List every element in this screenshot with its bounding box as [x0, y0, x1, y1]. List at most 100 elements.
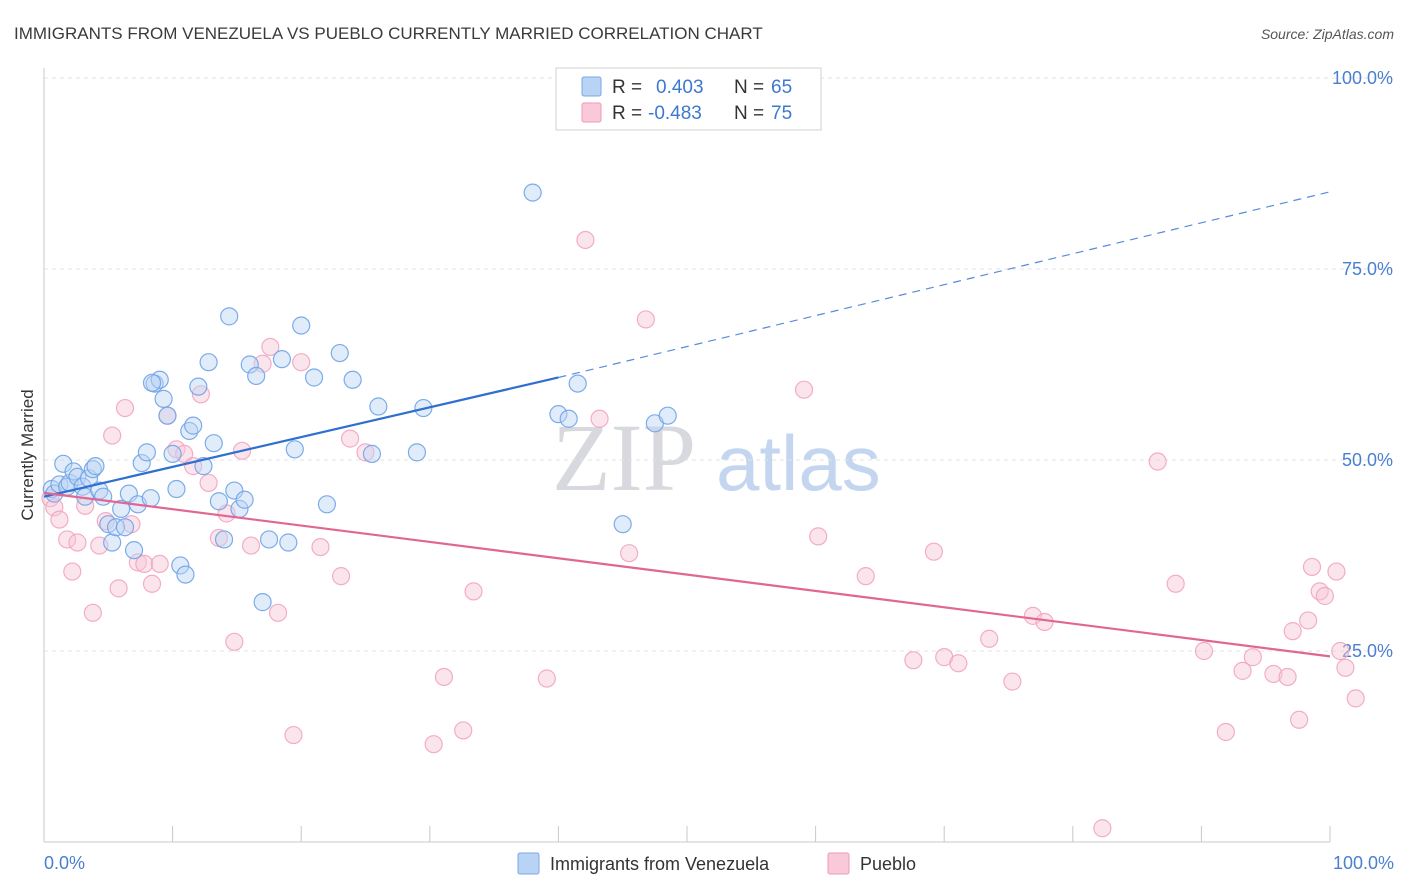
venezuela-point-51: [279, 533, 298, 552]
venezuela-point-18: [112, 499, 131, 518]
bottom-legend-label-venezuela: Immigrants from Venezuela: [550, 854, 770, 874]
pueblo-point-7: [83, 603, 102, 622]
venezuela-point-24: [137, 443, 156, 462]
venezuela-point-69: [142, 373, 162, 392]
pueblo-point-28: [241, 536, 261, 555]
venezuela-point-30: [163, 444, 182, 463]
trend-line-venezuela-extension: [558, 191, 1331, 379]
venezuela-point-49: [259, 530, 279, 549]
venezuela-point-65: [559, 409, 578, 428]
venezuela-point-46: [240, 355, 259, 374]
pueblo-point-2: [50, 510, 69, 529]
x-ticks: [172, 826, 1331, 842]
pueblo-point-16: [142, 574, 162, 593]
pueblo-point-23: [199, 473, 218, 493]
venezuela-point-40: [209, 492, 228, 511]
pueblo-point-73: [1327, 562, 1346, 581]
venezuela-point-56: [330, 343, 349, 363]
legend-r-value-2: -0.483: [648, 103, 702, 124]
pueblo-point-53: [949, 654, 968, 673]
venezuela-point-53: [292, 316, 311, 335]
pueblo-point-59: [1148, 452, 1167, 471]
venezuela-point-16: [103, 533, 122, 552]
trend-lines: [43, 191, 1331, 658]
venezuela-point-32: [171, 556, 190, 575]
venezuela-point-58: [362, 444, 382, 463]
pueblo-point-15: [135, 554, 154, 574]
pueblo-point-54: [980, 629, 999, 648]
venezuela-point-47: [247, 366, 266, 386]
venezuela-point-7: [68, 467, 87, 486]
trend-line-venezuela: [43, 376, 559, 498]
pueblo-point-75: [1336, 658, 1355, 677]
venezuela-point-54: [304, 368, 324, 387]
pueblo-point-44: [590, 409, 609, 428]
pueblo-point-51: [924, 542, 944, 561]
venezuela-point-31: [167, 479, 186, 499]
venezuela-point-25: [141, 489, 160, 508]
venezuela-point-23: [132, 453, 151, 473]
watermark-atlas: atlas: [716, 419, 881, 507]
watermark: ZIP atlas: [552, 404, 881, 511]
pueblo-point-61: [1194, 641, 1214, 661]
venezuela-point-35: [184, 416, 203, 435]
pueblo-point-62: [1216, 722, 1235, 742]
y-tick-label-1: 75.0%: [1342, 259, 1393, 279]
pueblo-point-4: [63, 562, 82, 581]
venezuela-point-14: [94, 487, 113, 506]
venezuela-point-63: [568, 374, 587, 393]
venezuela-point-48: [253, 593, 272, 612]
venezuela-point-55: [317, 495, 337, 514]
pueblo-point-10: [103, 426, 122, 445]
y-tick-label-3: 25.0%: [1342, 641, 1393, 661]
pueblo-point-74: [1331, 641, 1350, 661]
venezuela-point-66: [523, 183, 542, 202]
x-tick-label-min: 0.0%: [44, 853, 85, 873]
venezuela-point-52: [285, 440, 304, 459]
pueblo-point-46: [636, 310, 655, 329]
y-tick-labels: 100.0% 75.0% 50.0% 25.0%: [1332, 68, 1393, 661]
pueblo-point-11: [109, 579, 128, 598]
venezuela-point-39: [204, 434, 223, 453]
legend-swatch-venezuela: [581, 76, 602, 97]
venezuela-point-28: [154, 389, 173, 408]
legend-n-label-1: N =: [734, 77, 764, 98]
pueblo-point-5: [68, 533, 87, 552]
legend: R = 0.403 N = 65 R = -0.483 N = 75: [555, 67, 822, 131]
pueblo-point-32: [284, 725, 303, 745]
pueblo-point-41: [464, 582, 483, 601]
bottom-legend: Immigrants from Venezuela Pueblo: [517, 852, 916, 875]
pueblo-point-17: [150, 554, 169, 574]
pueblo-point-58: [1093, 819, 1112, 838]
y-axis-label: Currently Married: [18, 389, 37, 520]
bottom-legend-swatch-pueblo: [827, 852, 850, 875]
trend-line-pueblo: [43, 491, 1331, 658]
pueblo-point-72: [1315, 586, 1334, 606]
venezuela-point-19: [115, 518, 135, 537]
venezuela-point-62: [549, 405, 568, 424]
y-tick-label-2: 50.0%: [1342, 450, 1393, 470]
pueblo-point-64: [1243, 648, 1262, 667]
pueblo-point-39: [434, 667, 454, 687]
pueblo-point-42: [537, 669, 556, 688]
venezuela-point-60: [407, 443, 427, 462]
chart-source: Source: ZipAtlas.com: [1261, 26, 1394, 42]
series-venezuela: [42, 183, 677, 612]
venezuela-point-68: [658, 406, 677, 425]
pueblo-point-34: [311, 537, 330, 557]
pueblo-point-37: [356, 443, 375, 462]
y-tick-label-0: 100.0%: [1332, 68, 1393, 88]
venezuela-point-36: [189, 377, 208, 396]
pueblo-point-12: [115, 398, 135, 418]
pueblo-point-31: [268, 603, 288, 622]
pueblo-point-49: [856, 567, 875, 586]
legend-n-value-1: 65: [771, 77, 792, 98]
pueblo-point-43: [576, 230, 595, 250]
venezuela-point-11: [83, 460, 102, 479]
venezuela-point-59: [369, 397, 388, 416]
pueblo-point-67: [1283, 622, 1302, 641]
legend-r-label-2: R =: [612, 103, 642, 124]
legend-n-value-2: 75: [771, 103, 792, 124]
venezuela-point-43: [225, 481, 244, 500]
pueblo-point-30: [261, 337, 280, 357]
